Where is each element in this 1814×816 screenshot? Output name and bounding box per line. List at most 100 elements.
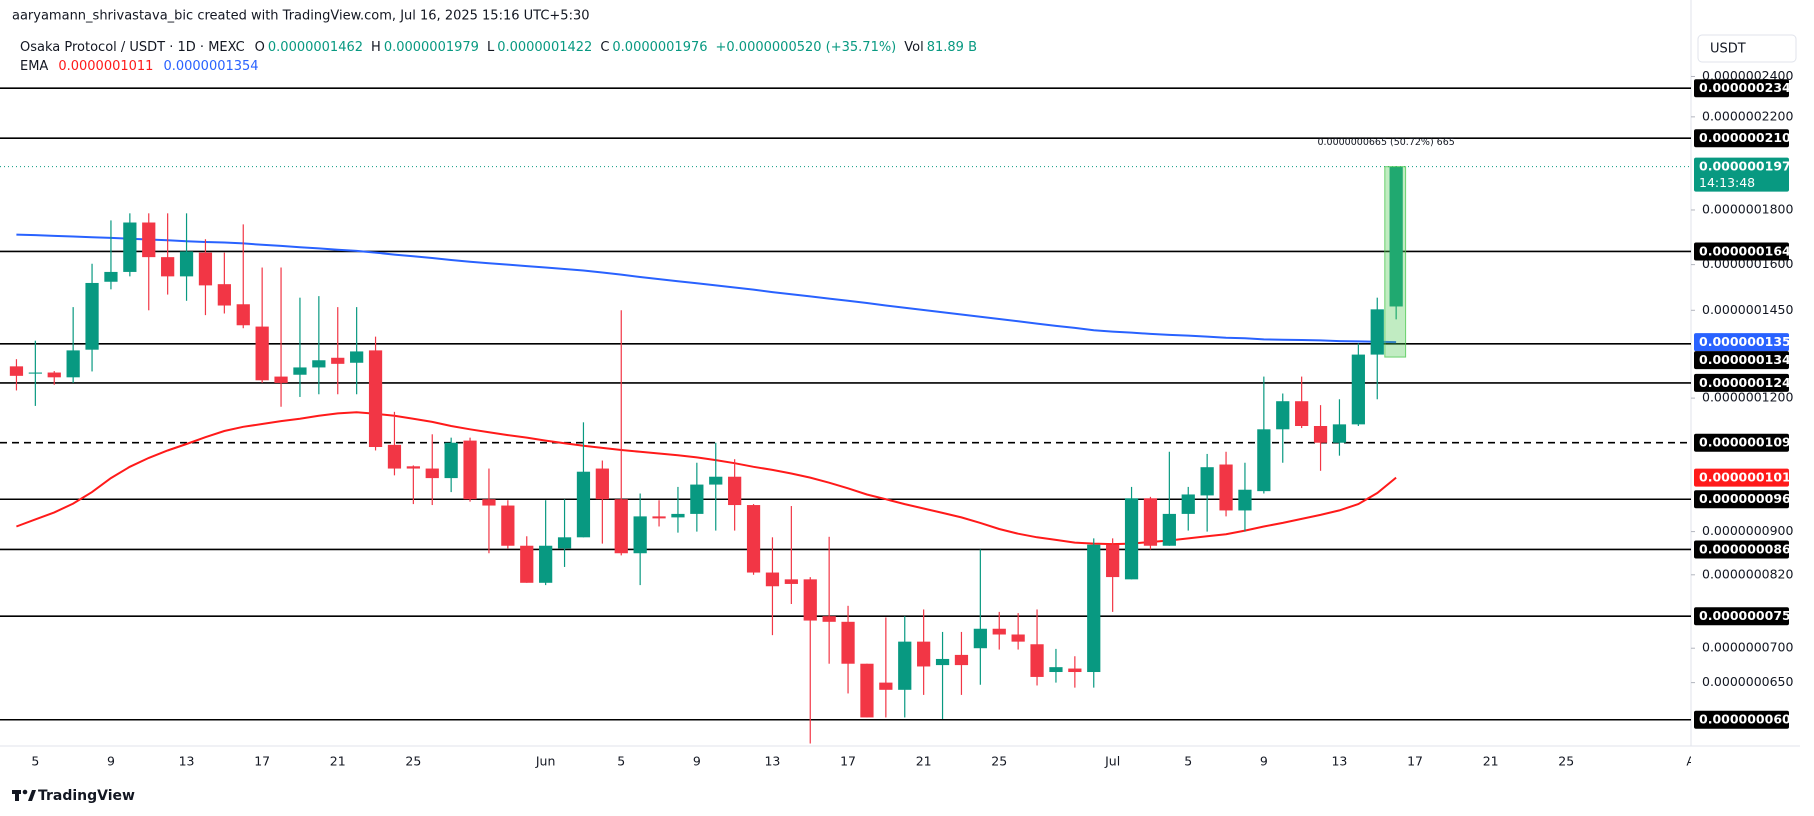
candle-body: [236, 304, 250, 326]
candle-body: [368, 350, 383, 448]
l-label: L: [487, 40, 495, 55]
level-label: 0.0000001090: [1699, 435, 1800, 450]
candle-body: [1200, 467, 1214, 496]
x-tick-label: Jul: [1104, 754, 1120, 769]
currency[interactable]: USDT: [1710, 42, 1746, 57]
h-value: 0.0000001979: [384, 40, 479, 55]
x-tick-label: 25: [1558, 754, 1574, 769]
currency-button[interactable]: [1697, 34, 1797, 63]
candle-body: [520, 545, 534, 583]
candle-body: [1219, 464, 1233, 511]
candle-body: [123, 222, 137, 272]
candle-body: [633, 516, 647, 554]
x-tick-label: 9: [107, 754, 115, 769]
ema-value: 0.0000001011: [58, 59, 153, 74]
level-label: 0.0000000750: [1699, 608, 1800, 623]
candle-body: [28, 372, 42, 374]
candle-body: [198, 252, 213, 286]
x-tick-label: 17: [840, 754, 856, 769]
x-tick-label: 9: [1260, 754, 1268, 769]
brand-logo: [12, 789, 36, 801]
candle-body: [1087, 544, 1101, 673]
candle-body: [822, 616, 836, 622]
candle-body: [104, 271, 118, 282]
level-label: 0.0000000866: [1699, 541, 1800, 556]
ema-line: [16, 233, 1397, 344]
candle-body: [1181, 494, 1195, 514]
candle-body: [217, 284, 231, 306]
level-label: 0.0000002340: [1699, 80, 1800, 95]
candle-body: [576, 471, 591, 538]
candle-body: [179, 251, 194, 277]
candle-body: [463, 440, 477, 500]
ema-label: EMA: [20, 59, 48, 74]
c-label: C: [600, 40, 609, 55]
level-label: 0.0000001646: [1699, 243, 1800, 258]
level-label-box: [1694, 490, 1789, 509]
logo-part: [22, 789, 28, 795]
candle-body: [1068, 668, 1082, 673]
candle-body: [142, 222, 156, 258]
candle-body: [47, 372, 61, 378]
measure-range: [1384, 166, 1407, 358]
candle-body: [9, 366, 24, 376]
o-label: O: [255, 40, 265, 55]
candle-body: [444, 442, 458, 479]
ema-axis-label: 0.0000001354: [1699, 334, 1800, 349]
y-tick-label: 0.0000001450: [1702, 302, 1794, 317]
l-value: 0.0000001422: [497, 40, 592, 55]
candle-body: [406, 466, 420, 469]
candle-body: [1389, 166, 1403, 307]
y-tick-label: 0.0000000650: [1702, 674, 1794, 689]
legend-ohlc: Osaka Protocol / USDT · 1D · MEXC O 0.0000…: [20, 40, 977, 55]
candle-body: [917, 641, 931, 667]
c-value: 0.0000001976: [612, 40, 707, 55]
vol-label: Vol: [904, 40, 923, 55]
candle-body: [1370, 309, 1384, 355]
candle-body: [1106, 544, 1120, 578]
candle-body: [690, 484, 704, 514]
o-value: 0.0000001462: [268, 40, 363, 55]
price-axis: 0.00000024000.00000022000.00000018000.00…: [1691, 68, 1800, 729]
candle-body: [425, 468, 439, 479]
level-label-box: [1694, 710, 1789, 729]
candle-body: [557, 537, 572, 549]
candle-body: [1238, 489, 1252, 511]
x-tick-label: 25: [991, 754, 1007, 769]
y-tick-label: 0.0000002200: [1702, 108, 1794, 123]
x-tick-label: 5: [1184, 754, 1192, 769]
level-label: 0.0000001349: [1699, 352, 1799, 367]
logo-part: [15, 790, 19, 801]
y-tick-label: 0.0000000700: [1702, 640, 1794, 655]
change: +0.0000000520 (+35.71%): [716, 40, 897, 55]
ema-axis-label-box: [1694, 468, 1789, 487]
x-tick-label: 13: [1331, 754, 1347, 769]
level-label-box: [1694, 540, 1789, 559]
symbol: Osaka Protocol / USDT · 1D · MEXC: [20, 40, 245, 55]
candle-body: [1276, 401, 1290, 430]
candle-body: [614, 499, 628, 554]
x-tick-label: 17: [1407, 754, 1423, 769]
y-tick-label: 0.0000000900: [1702, 523, 1794, 538]
x-axis: 5 9 13 17 21 25 Jun 5 9 13 17 21 25 Jul 5 9 13 17 21 25 Aug: [31, 754, 1710, 769]
candle-body: [1124, 498, 1139, 580]
candle-body: [898, 641, 912, 690]
candle-body: [1030, 644, 1044, 677]
candle-body: [161, 257, 175, 277]
candle-body: [66, 350, 80, 378]
candle-body: [539, 545, 553, 583]
candle-body: [1011, 634, 1025, 642]
x-tick-label: Aug: [1686, 754, 1710, 769]
x-tick-label: 5: [617, 754, 625, 769]
x-tick-label: 13: [179, 754, 195, 769]
candle-body: [482, 499, 496, 506]
x-tick-label: 5: [31, 754, 39, 769]
y-tick-label: 0.0000001800: [1702, 201, 1794, 216]
x-tick-label: 9: [693, 754, 701, 769]
candle-body: [652, 516, 666, 519]
x-tick-label: 13: [764, 754, 780, 769]
candle-body: [293, 367, 307, 375]
candle-body: [1049, 667, 1063, 673]
